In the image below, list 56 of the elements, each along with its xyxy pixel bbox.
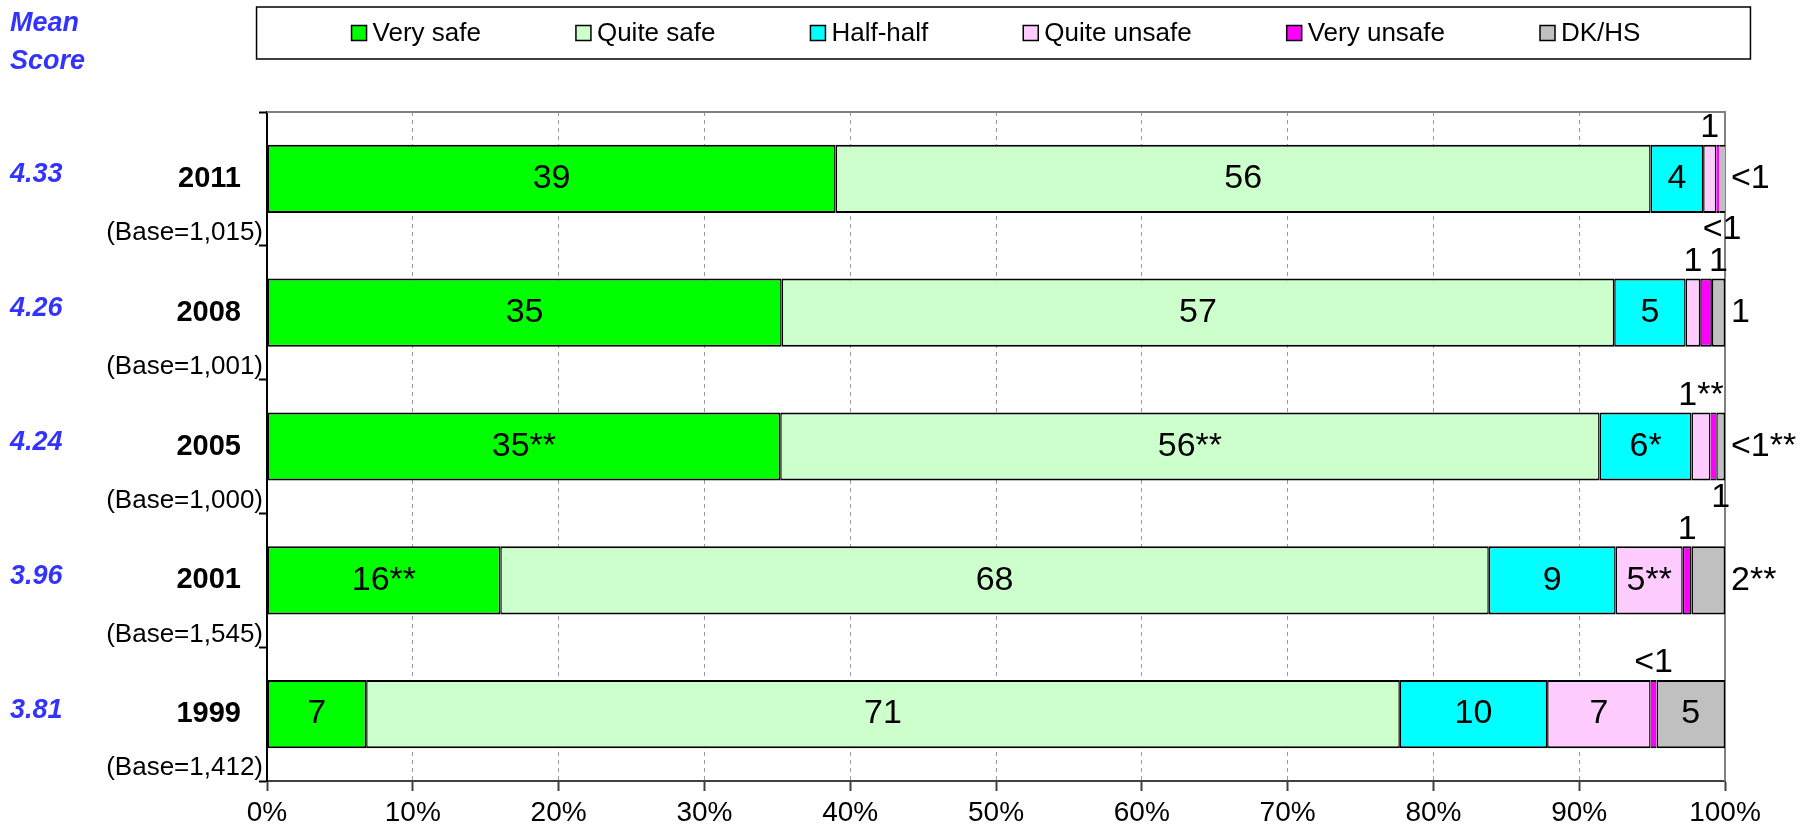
legend-label: Quite unsafe xyxy=(1044,17,1192,48)
y-tick-label: 2005 (Base=1,000) xyxy=(106,428,263,514)
y2-tick-label: 4.33 xyxy=(9,158,63,189)
data-label: <1 xyxy=(1634,641,1673,680)
data-label: 7 xyxy=(1589,692,1609,731)
data-label: 56 xyxy=(1224,157,1263,196)
y-tick-label: 1999 (Base=1,412) xyxy=(106,696,263,782)
y2-tick-label: 4.24 xyxy=(9,425,63,456)
data-label: 7 xyxy=(307,692,327,731)
data-label: 6* xyxy=(1629,424,1662,463)
data-label: 68 xyxy=(975,558,1014,597)
data-label: 57 xyxy=(1179,291,1217,330)
x-tick-label: 30% xyxy=(676,795,733,827)
data-label: 4 xyxy=(1667,157,1687,196)
text: Mean Score xyxy=(10,7,86,76)
data-label: 1 xyxy=(1700,106,1720,145)
data-label: 71 xyxy=(864,692,902,731)
data-label: 16** xyxy=(351,558,417,597)
data-label: 1 xyxy=(1711,475,1731,514)
data-label: 5** xyxy=(1626,558,1672,597)
data-label: 2** xyxy=(1731,558,1777,597)
data-label: 35 xyxy=(505,291,544,330)
data-label: <1 xyxy=(1731,157,1770,196)
x-tick-label: 50% xyxy=(967,795,1025,827)
y2-tick-label: 3.81 xyxy=(10,693,63,724)
data-label: 5 xyxy=(1640,291,1660,330)
x-tick-label: 20% xyxy=(530,795,587,827)
data-label: 35** xyxy=(491,424,556,463)
data-label: 39 xyxy=(532,157,571,196)
y2-tick-label: 4.26 xyxy=(9,292,64,323)
data-label: 1 xyxy=(1731,291,1750,330)
legend-label: Very safe xyxy=(372,17,481,48)
x-tick-label: 10% xyxy=(384,795,441,827)
data-label: 1 xyxy=(1677,507,1697,546)
data-label: 10 xyxy=(1454,692,1493,731)
x-tick-label: 90% xyxy=(1551,795,1608,827)
x-tick-label: 60% xyxy=(1113,795,1170,827)
data-label: 56** xyxy=(1157,424,1223,463)
x-tick-label: 80% xyxy=(1405,795,1462,827)
x-tick-label: 0% xyxy=(246,795,288,827)
legend-label: Very unsafe xyxy=(1307,17,1445,48)
x-tick-label: 40% xyxy=(822,795,879,827)
data-label: 9 xyxy=(1542,558,1562,597)
y-tick-label: 2008 (Base=1,001) xyxy=(106,294,263,380)
legend-label: Half-half xyxy=(831,17,930,48)
x-tick-label: 70% xyxy=(1259,795,1316,827)
x-tick-label: 100% xyxy=(1689,795,1761,827)
legend-label: Quite safe xyxy=(596,17,716,48)
data-label: 1 xyxy=(1683,239,1703,278)
y-tick-label: 2001 (Base=1,545) xyxy=(106,562,263,648)
data-label: <1** xyxy=(1731,424,1797,463)
data-label: 1** xyxy=(1678,373,1724,412)
y-tick-label: 2011 (Base=1,015) xyxy=(106,160,263,247)
legend-label: DK/HS xyxy=(1561,17,1641,48)
data-label: 5 xyxy=(1681,692,1701,731)
y2-tick-label: 3.96 xyxy=(10,559,64,590)
